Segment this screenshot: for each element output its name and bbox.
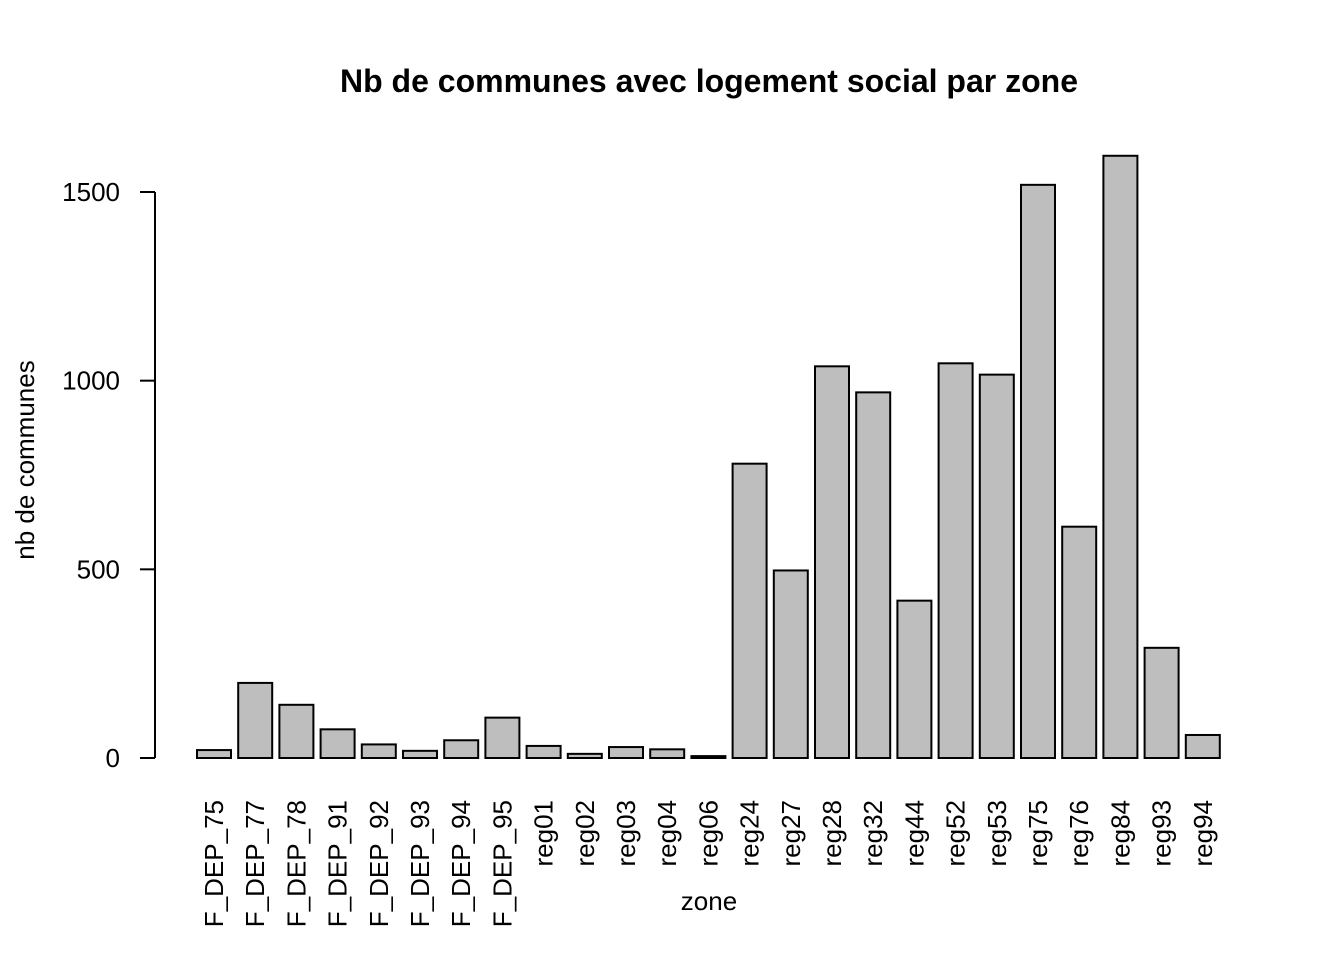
x-tick-label: reg75 [1023,800,1053,867]
x-tick-label: reg84 [1105,800,1135,867]
bar-reg04 [649,748,686,760]
x-axis-tick-labels: F_DEP_75 F_DEP_77 F_DEP_78 F_DEP_91 F_DEP_92… [199,800,1218,927]
bar-reg94 [1184,733,1221,759]
bar-f-dep-91 [319,728,356,760]
x-tick-label: F_DEP_93 [405,800,435,927]
x-tick-label: reg02 [570,800,600,867]
x-tick-label: reg32 [858,800,888,867]
bar-reg03 [608,746,644,759]
y-axis-label: nb de communes [10,360,40,559]
x-tick-label: reg93 [1147,800,1177,867]
x-tick-label: reg44 [899,800,929,867]
x-tick-label: reg24 [735,800,765,867]
x-tick-label: F_DEP_77 [240,800,270,927]
y-axis: 0 500 1000 1500 [62,177,156,773]
x-tick-label: F_DEP_78 [281,800,311,927]
x-tick-label: reg76 [1064,800,1094,867]
bar-reg02 [566,752,603,759]
bar-reg52 [937,362,974,759]
x-tick-label: F_DEP_91 [323,800,353,927]
bar-f-dep-78 [278,703,315,760]
x-tick-label: F_DEP_94 [446,800,476,927]
bar-reg84 [1102,154,1139,759]
x-tick-label: reg94 [1188,800,1218,867]
chart-title: Nb de communes avec logement social par … [340,63,1078,99]
x-tick-label: reg53 [982,800,1012,867]
bar-reg53 [978,373,1015,759]
y-tick-label: 0 [106,743,120,773]
bar-reg75 [1020,183,1056,759]
y-tick-label: 1500 [62,177,120,207]
x-tick-label: reg27 [776,800,806,867]
bar-f-dep-94 [443,739,480,759]
y-tick-label: 500 [77,554,120,584]
bar-f-dep-77 [237,681,274,759]
x-tick-label: F_DEP_95 [487,800,517,927]
x-tick-label: reg06 [693,800,723,867]
bar-reg44 [896,599,933,759]
x-tick-label: reg01 [529,800,559,867]
bar-reg06 [690,755,727,760]
bar-f-dep-95 [484,716,521,759]
bar-f-dep-75 [196,749,232,759]
x-tick-label: reg28 [817,800,847,867]
bar-f-dep-93 [402,749,438,760]
bar-f-dep-92 [360,743,397,760]
x-tick-label: reg52 [941,800,971,867]
bar-reg93 [1143,646,1180,759]
x-tick-label: reg03 [611,800,641,867]
bar-reg27 [772,569,809,759]
bar-reg28 [814,365,850,759]
x-tick-label: F_DEP_92 [364,800,394,927]
bar-reg76 [1061,525,1098,759]
bar-reg01 [525,744,562,760]
x-tick-label: reg04 [652,800,682,867]
bars [196,154,1221,760]
x-tick-label: F_DEP_75 [199,800,229,927]
bar-reg24 [731,462,768,759]
y-tick-label: 1000 [62,366,120,396]
x-axis-label: zone [681,886,737,916]
bar-reg32 [855,391,892,759]
